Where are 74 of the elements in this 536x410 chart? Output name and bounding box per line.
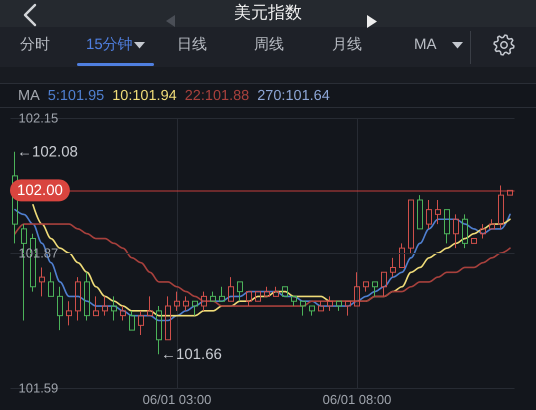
text: 10:101.94 bbox=[112, 88, 177, 104]
candlestick bbox=[246, 291, 252, 307]
text: 270:101.64 bbox=[257, 88, 330, 104]
candlestick bbox=[363, 281, 369, 292]
text: 月线 bbox=[332, 35, 362, 55]
y-tick-label: 101.87 bbox=[18, 246, 58, 260]
candlestick bbox=[237, 281, 243, 302]
candlestick bbox=[507, 190, 513, 196]
annotation: ←102.08 bbox=[17, 143, 78, 160]
candlestick bbox=[390, 257, 396, 278]
candlestick bbox=[300, 300, 306, 316]
candlestick bbox=[453, 214, 459, 249]
candlestick bbox=[255, 291, 261, 302]
candlestick bbox=[273, 286, 279, 297]
legend-title: MA bbox=[18, 88, 40, 104]
text: MA bbox=[414, 35, 436, 55]
text: 22:101.88 bbox=[184, 88, 250, 104]
line-series bbox=[14, 223, 511, 307]
annotation: ←101.66 bbox=[161, 346, 222, 363]
candlestick bbox=[345, 300, 351, 316]
candlestick bbox=[147, 296, 153, 316]
candlestick bbox=[138, 310, 144, 336]
candlestick bbox=[399, 242, 405, 268]
candlestick bbox=[372, 281, 378, 297]
candlestick bbox=[318, 300, 324, 312]
candlestick bbox=[129, 310, 135, 331]
candlestick bbox=[201, 291, 207, 312]
candlestick bbox=[264, 286, 270, 297]
candlestick bbox=[48, 272, 54, 297]
text: 15分钟 bbox=[86, 35, 133, 55]
text: 日线 bbox=[177, 35, 207, 55]
candlestick bbox=[480, 224, 486, 240]
candlestick bbox=[291, 296, 297, 307]
candlestick bbox=[498, 185, 504, 230]
candlestick bbox=[120, 306, 126, 321]
candlestick bbox=[354, 272, 360, 307]
candlestick bbox=[93, 296, 99, 316]
candlestick bbox=[381, 272, 387, 297]
candlestick bbox=[57, 286, 63, 331]
x-tick-label: 06/01 08:00 bbox=[322, 392, 392, 407]
candlestick bbox=[435, 199, 441, 225]
x-tick-label: 06/01 03:00 bbox=[142, 392, 212, 407]
y-tick-label: 101.59 bbox=[18, 380, 58, 396]
candlestick bbox=[75, 276, 81, 321]
candlestick bbox=[111, 296, 117, 321]
candlestick bbox=[210, 291, 216, 302]
candlestick bbox=[84, 272, 90, 321]
text: 周线 bbox=[254, 35, 284, 55]
candlestick bbox=[192, 300, 198, 316]
chart-title: 美元指数 bbox=[0, 1, 536, 25]
candlestick bbox=[282, 286, 288, 297]
candlestick bbox=[219, 286, 225, 302]
candlestick bbox=[228, 276, 234, 302]
candlestick bbox=[183, 296, 189, 312]
candlestick bbox=[336, 300, 342, 312]
candlestick bbox=[156, 306, 162, 355]
candlestick bbox=[408, 199, 414, 254]
text: 5:101.95 bbox=[48, 88, 104, 104]
candlestick bbox=[417, 194, 423, 230]
candlestick bbox=[471, 238, 477, 244]
ref-line-label: 102.00 bbox=[17, 182, 63, 199]
candlestick bbox=[462, 214, 468, 249]
candlestick bbox=[66, 300, 72, 326]
candlestick bbox=[39, 266, 45, 297]
y-tick-label: 102.15 bbox=[18, 110, 58, 126]
candlestick bbox=[327, 296, 333, 312]
candlestick bbox=[489, 218, 495, 230]
candlestick bbox=[102, 296, 108, 316]
candlestick bbox=[174, 291, 180, 312]
candlestick bbox=[309, 306, 315, 316]
text: 分时 bbox=[20, 35, 50, 55]
candlestick bbox=[165, 296, 171, 340]
candlestick bbox=[444, 209, 450, 244]
candlestick bbox=[426, 199, 432, 230]
